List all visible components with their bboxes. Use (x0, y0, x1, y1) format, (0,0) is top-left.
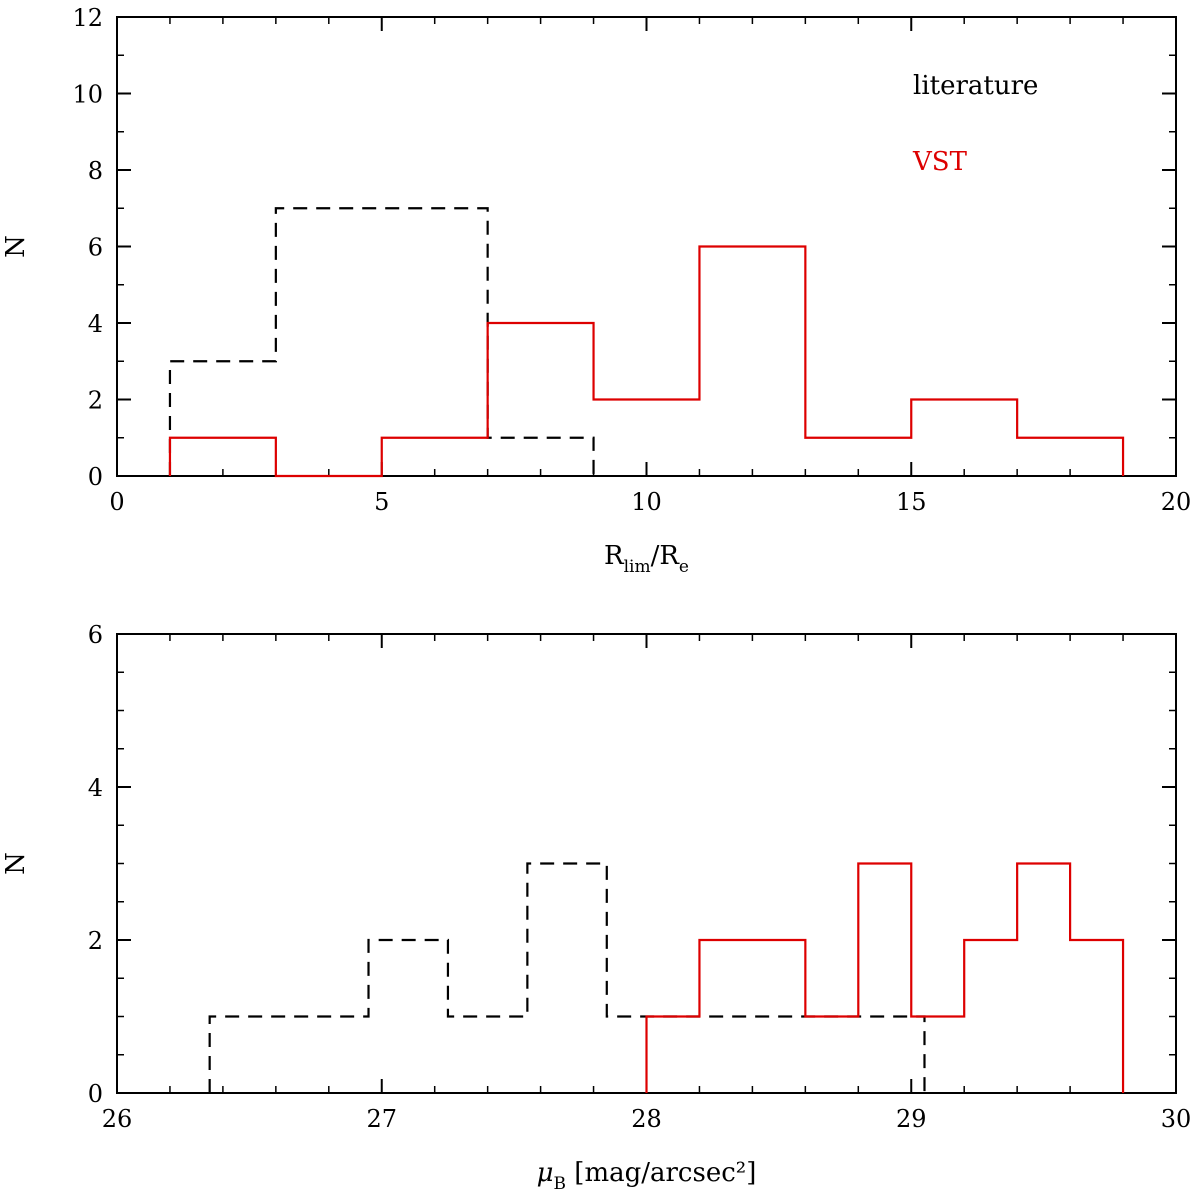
legend-entry-vst: VST (912, 147, 968, 177)
y-tick-label: 6 (88, 234, 103, 262)
x-tick-label: 28 (631, 1105, 662, 1133)
y-tick-label: 0 (88, 1080, 103, 1108)
x-tick-label: 27 (366, 1105, 397, 1133)
histogram-literature (168, 207, 595, 476)
x-tick-label: 26 (102, 1105, 133, 1133)
legend: literature VST (912, 71, 1038, 177)
y-tick-label: 12 (72, 4, 103, 32)
x-tick-label: 20 (1161, 488, 1192, 516)
y-tick-label: 10 (72, 81, 103, 109)
y-axis-label: N (1, 852, 31, 875)
y-tick-label: 4 (88, 310, 103, 338)
chart-panel-2: 26 27 28 29 30 0 2 4 6 NμB [mag/arcsec²] (1, 621, 1191, 1194)
x-tick-label: 15 (896, 488, 927, 516)
y-tick-label: 0 (88, 463, 103, 491)
x-tick-label: 29 (896, 1105, 927, 1133)
histogram-vst (645, 862, 1125, 1093)
x-tick-label: 10 (631, 488, 662, 516)
x-tick-label: 0 (109, 488, 124, 516)
y-tick-label: 2 (88, 927, 103, 955)
x-axis-label: μB [mag/arcsec²] (537, 1158, 757, 1194)
chart-panel-1: 0 5 10 15 20 0 2 4 6 8 10 12 N Rlim/Re literature VST (1, 4, 1191, 577)
histogram-literature (208, 862, 926, 1093)
x-axis-label: Rlim/Re (604, 541, 689, 577)
histogram-vst (168, 245, 1125, 478)
y-tick-label: 4 (88, 774, 103, 802)
y-tick-label: 2 (88, 387, 103, 415)
y-axis-label: N (1, 235, 31, 258)
y-tick-label: 8 (88, 157, 103, 185)
y-tick-label: 6 (88, 621, 103, 649)
legend-entry-literature: literature (913, 71, 1038, 101)
x-tick-label: 30 (1161, 1105, 1192, 1133)
x-tick-label: 5 (374, 488, 389, 516)
